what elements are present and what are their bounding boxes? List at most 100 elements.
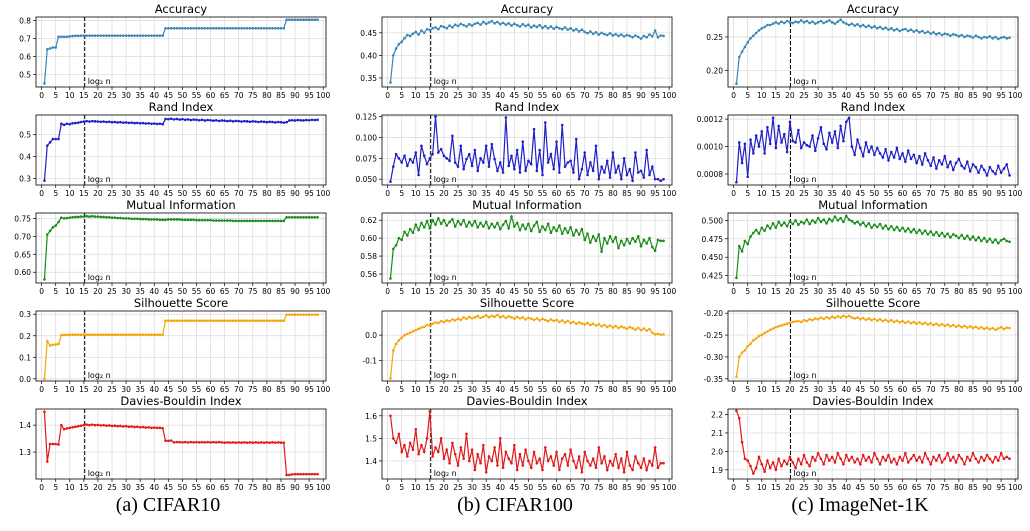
- data-point: [822, 317, 826, 321]
- x-tick-label: 15: [771, 385, 781, 394]
- data-point: [628, 242, 632, 245]
- data-point: [479, 157, 482, 160]
- y-tick-label: 0.0008: [697, 170, 723, 179]
- x-tick-label: 70: [234, 385, 244, 394]
- data-point: [822, 21, 826, 25]
- data-point: [552, 464, 556, 467]
- data-point: [510, 461, 513, 465]
- data-point: [147, 333, 150, 336]
- y-tick-label: 0.40: [360, 51, 377, 60]
- data-point: [538, 230, 541, 234]
- plot-frame: [727, 212, 1019, 284]
- data-point: [76, 215, 80, 219]
- data-point: [788, 120, 792, 124]
- data-point: [1005, 455, 1009, 459]
- data-point: [147, 426, 150, 429]
- data-point: [901, 28, 904, 31]
- data-point: [844, 214, 848, 218]
- data-point: [847, 459, 851, 462]
- x-tick-label: 90: [982, 385, 992, 394]
- x-tick-label: 45: [164, 385, 174, 394]
- x-tick-label: 85: [968, 287, 978, 296]
- data-point: [805, 19, 809, 23]
- x-tick-label: 65: [220, 91, 230, 100]
- x-tick-label: 30: [813, 385, 823, 394]
- data-point: [884, 148, 887, 151]
- data-point: [766, 330, 769, 333]
- data-point: [220, 119, 224, 122]
- data-point: [977, 35, 980, 39]
- data-point: [130, 34, 134, 37]
- x-tick-label: 0: [39, 287, 44, 296]
- x-tick-label: 100: [662, 189, 677, 198]
- data-point: [622, 244, 626, 247]
- data-point: [510, 215, 513, 218]
- data-point: [580, 322, 584, 325]
- data-point: [99, 120, 103, 124]
- data-point: [434, 223, 437, 226]
- data-point: [307, 118, 311, 122]
- data-point: [574, 466, 578, 470]
- data-point: [898, 455, 902, 459]
- data-point: [881, 27, 885, 31]
- data-point: [813, 221, 817, 224]
- data-point: [777, 124, 780, 128]
- data-point: [45, 48, 49, 51]
- data-point: [740, 440, 744, 444]
- data-point: [310, 18, 314, 21]
- data-point: [299, 472, 302, 476]
- data-point: [93, 120, 97, 123]
- data-point: [819, 316, 823, 319]
- data-point: [760, 130, 764, 133]
- data-point: [451, 26, 454, 29]
- data-point: [51, 226, 55, 229]
- data-point: [212, 440, 215, 444]
- data-point: [605, 325, 609, 329]
- data-point: [389, 180, 392, 183]
- data-point: [307, 216, 311, 219]
- data-point: [853, 461, 856, 464]
- data-point: [304, 216, 308, 219]
- x-tick-label: 25: [107, 91, 117, 100]
- data-point: [811, 455, 814, 459]
- data-point: [991, 326, 994, 330]
- subplot-title: Accuracy: [155, 2, 208, 16]
- x-tick-label: 95: [650, 483, 660, 492]
- data-point: [265, 219, 269, 223]
- data-point: [203, 119, 207, 122]
- x-tick-label: 65: [566, 189, 576, 198]
- data-point: [439, 319, 443, 323]
- data-point: [274, 219, 277, 223]
- data-point: [155, 122, 159, 126]
- data-point: [974, 238, 978, 242]
- x-tick-label: 0: [385, 189, 390, 198]
- data-point: [420, 144, 423, 148]
- data-point: [915, 29, 918, 32]
- x-tick-label: 75: [248, 287, 258, 296]
- data-point: [833, 316, 837, 320]
- data-point: [566, 231, 570, 235]
- x-tick-label: 25: [799, 483, 809, 492]
- data-point: [51, 137, 55, 141]
- plot-frame: [35, 114, 327, 186]
- data-point: [912, 227, 916, 231]
- data-point: [304, 118, 308, 122]
- data-point: [816, 137, 820, 140]
- data-point: [417, 173, 420, 177]
- data-point: [161, 122, 164, 126]
- data-point: [808, 318, 811, 321]
- data-point: [119, 216, 122, 220]
- data-point: [960, 33, 963, 37]
- data-point: [119, 34, 122, 37]
- x-tick-label: 20: [439, 385, 449, 394]
- x-tick-label: 5: [399, 189, 404, 198]
- data-point: [425, 162, 429, 166]
- data-point: [920, 163, 924, 166]
- data-point: [892, 457, 896, 461]
- x-tick-label: 100: [662, 91, 677, 100]
- data-point: [456, 219, 460, 223]
- data-point: [183, 118, 187, 122]
- x-tick-label: 95: [996, 287, 1006, 296]
